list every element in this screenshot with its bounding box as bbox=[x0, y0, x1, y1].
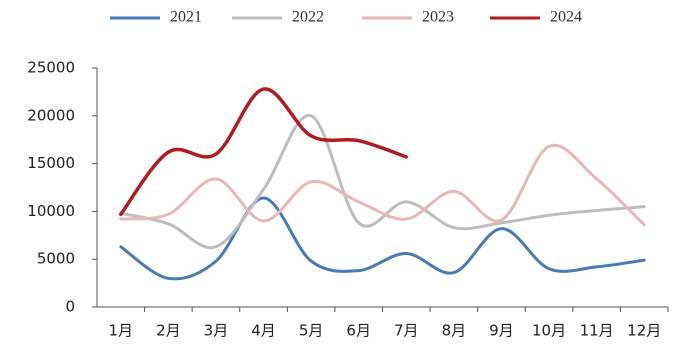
y-tick-label: 0 bbox=[65, 298, 75, 316]
y-tick-label: 20000 bbox=[27, 106, 75, 124]
x-tick-label: 11月 bbox=[580, 322, 614, 340]
x-tick-label: 6月 bbox=[346, 322, 371, 340]
legend-label: 2023 bbox=[422, 9, 454, 26]
x-tick-label: 8月 bbox=[442, 322, 467, 340]
x-tick-label: 7月 bbox=[394, 322, 419, 340]
x-tick-label: 9月 bbox=[489, 322, 514, 340]
y-tick-label: 15000 bbox=[27, 154, 75, 172]
series-line bbox=[119, 114, 646, 250]
x-tick-label: 10月 bbox=[532, 322, 566, 340]
y-tick-label: 10000 bbox=[27, 202, 75, 220]
legend-label: 2021 bbox=[170, 9, 202, 26]
x-tick-label: 3月 bbox=[204, 322, 229, 340]
legend-label: 2024 bbox=[550, 9, 582, 26]
series-line bbox=[119, 143, 646, 227]
x-tick-label: 12月 bbox=[627, 322, 661, 340]
y-tick-label: 25000 bbox=[27, 59, 75, 77]
series-line bbox=[119, 87, 409, 217]
x-tick-label: 4月 bbox=[251, 322, 276, 340]
legend-label: 2022 bbox=[292, 9, 324, 26]
y-tick-label: 5000 bbox=[37, 250, 75, 268]
x-tick-label: 1月 bbox=[109, 322, 134, 340]
series-line bbox=[119, 196, 646, 281]
x-tick-label: 2月 bbox=[156, 322, 181, 340]
x-tick-label: 5月 bbox=[299, 322, 324, 340]
